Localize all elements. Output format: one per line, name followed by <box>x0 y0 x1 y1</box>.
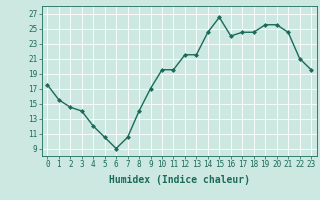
X-axis label: Humidex (Indice chaleur): Humidex (Indice chaleur) <box>109 175 250 185</box>
